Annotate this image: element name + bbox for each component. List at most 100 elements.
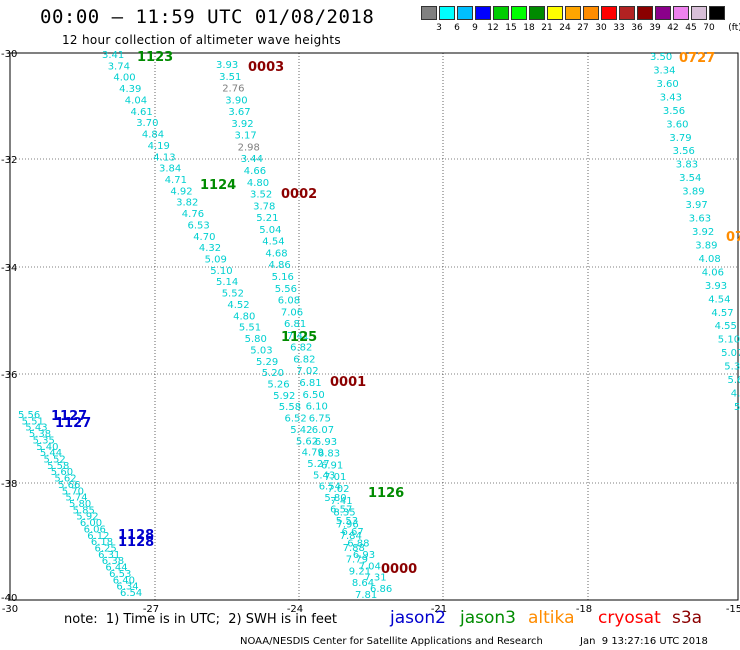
swh-value: 6.38 — [102, 556, 124, 567]
swh-value: 5 — [734, 402, 740, 413]
swh-value: 5.62 — [54, 474, 76, 485]
swh-value: 3.82 — [176, 198, 198, 209]
swh-value: 5.51 — [22, 416, 44, 427]
pass-time-label: 1127 — [55, 416, 91, 431]
legend-label: 6 — [454, 23, 460, 33]
swh-value: 4.06 — [702, 267, 724, 278]
swh-value: 3.89 — [695, 241, 717, 252]
swh-value: 7.02 — [296, 366, 318, 377]
legend-swatch — [673, 6, 689, 20]
swh-value: 6.08 — [278, 296, 300, 307]
swh-value: 3.50 — [650, 52, 672, 63]
swh-value: 3.84 — [159, 164, 181, 175]
swh-value: 6.93 — [353, 550, 375, 561]
swh-value: 6.54 — [120, 588, 142, 599]
swh-value: 5.53 — [336, 516, 358, 527]
swh-value: 5.51 — [239, 323, 261, 334]
swh-value: 7.41 — [330, 496, 352, 507]
swh-value: 6.53 — [109, 569, 131, 580]
swh-value: 6.57 — [330, 505, 352, 516]
swh-value: 6.44 — [105, 563, 127, 574]
swh-value: 7.81 — [355, 590, 377, 601]
swh-value: 3.93 — [216, 60, 238, 71]
legend-swatch — [583, 6, 599, 20]
swh-value: 3.54 — [679, 173, 701, 184]
swh-value: 6.31 — [98, 550, 120, 561]
swh-value: 5.3 — [724, 362, 740, 373]
swh-value: 5.44 — [40, 448, 62, 459]
swh-value: 5.70 — [62, 486, 84, 497]
swh-value: 5.60 — [51, 467, 73, 478]
swh-value: 5.58 — [47, 461, 69, 472]
swh-value: 6.40 — [113, 575, 135, 586]
swh-value: 5.40 — [36, 442, 58, 453]
x-tick-label: -24 — [287, 604, 303, 615]
swh-value: 4.52 — [227, 300, 249, 311]
swh-value: 3.43 — [660, 92, 682, 103]
legend-swatch — [457, 6, 473, 20]
swh-value: 5.43 — [25, 423, 47, 434]
swh-value: 8.35 — [333, 508, 355, 519]
legend-swatch — [421, 6, 437, 20]
swh-value: 3.17 — [235, 131, 257, 142]
legend-swatch — [709, 6, 725, 20]
legend-swatch — [565, 6, 581, 20]
legend-swatch — [547, 6, 563, 20]
swh-value: 4.92 — [170, 186, 192, 197]
legend-swatch — [601, 6, 617, 20]
pass-time-label: 1128 — [118, 535, 154, 550]
legend-label: 12 — [487, 23, 499, 33]
swh-value: 5.80 — [324, 493, 346, 504]
x-tick-label: -21 — [431, 604, 447, 615]
swh-value: 4.84 — [142, 130, 164, 141]
map-frame — [9, 52, 739, 601]
swh-value: 4.68 — [265, 248, 287, 259]
swh-value: 4.04 — [125, 95, 147, 106]
swh-value: 3.63 — [689, 214, 711, 225]
x-tick-label: -30 — [2, 604, 18, 615]
swh-value: 6.86 — [370, 584, 392, 595]
swh-value: 4.80 — [247, 178, 269, 189]
swh-value: 4.79 — [302, 448, 324, 459]
swh-value: 7.31 — [364, 573, 386, 584]
swh-value: 5.80 — [245, 334, 267, 345]
swh-value: 5.16 — [272, 272, 294, 283]
swh-value: 6.00 — [80, 518, 102, 529]
legend-swatch — [493, 6, 509, 20]
pass-time-label: 0003 — [248, 60, 284, 75]
swh-value: 3.97 — [686, 200, 708, 211]
swh-value: 5.80 — [69, 499, 91, 510]
pass-time-label: 1125 — [281, 330, 317, 345]
y-tick-label: -40 — [1, 593, 17, 604]
swh-value: 4. — [731, 389, 740, 400]
pass-time-label: 1124 — [200, 178, 236, 193]
swh-value: 6.50 — [303, 390, 325, 401]
pass-time-label: 0001 — [330, 375, 366, 390]
swh-value: 6.52 — [285, 414, 307, 425]
legend-label: 70 — [703, 23, 715, 33]
swh-value: 4.71 — [165, 175, 187, 186]
swh-value: 5.42 — [290, 425, 312, 436]
swh-value: 7.79 — [346, 555, 368, 566]
swh-value: 9.21 — [349, 566, 371, 577]
y-tick-label: -30 — [1, 49, 17, 60]
legend-label: 9 — [472, 23, 478, 33]
swh-value: 7.41 — [287, 331, 309, 342]
swh-value: 5.26 — [267, 380, 289, 391]
swh-value: 6.54 — [319, 482, 341, 493]
swh-value: 3.79 — [669, 133, 691, 144]
legend-label: 3 — [436, 23, 442, 33]
legend-swatch — [619, 6, 635, 20]
swh-value: 4.32 — [199, 243, 221, 254]
footer-note: note: 1) Time is in UTC; 2) SWH is in fe… — [64, 612, 337, 627]
swh-value: 5.6 — [728, 375, 740, 386]
satellite-label-cryosat: cryosat — [598, 608, 661, 628]
swh-value: 6.10 — [306, 402, 328, 413]
swh-value: 3.44 — [241, 154, 263, 165]
swh-value: 3.92 — [231, 119, 253, 130]
swh-value: 3.92 — [692, 227, 714, 238]
swh-value: 4.86 — [269, 260, 291, 271]
swh-value: 7.01 — [324, 472, 346, 483]
pass-time-label: 0727 — [679, 51, 715, 66]
